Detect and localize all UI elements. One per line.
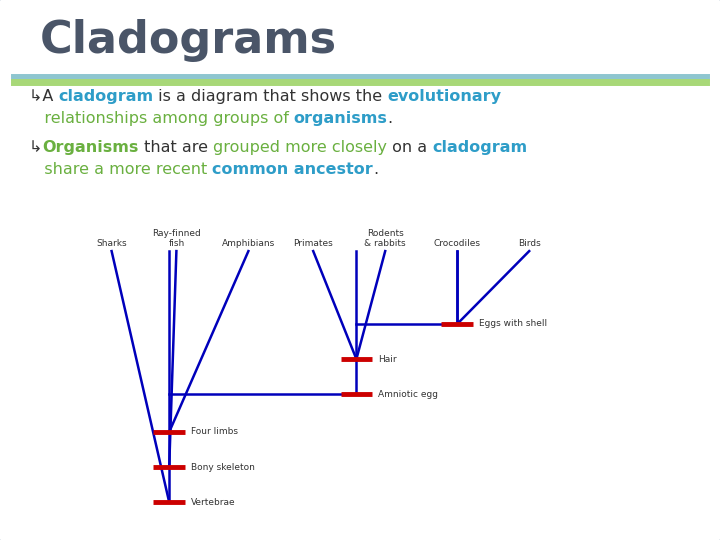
Text: is a diagram that shows the: is a diagram that shows the <box>153 89 387 104</box>
Text: .: . <box>387 111 393 126</box>
Text: cladogram: cladogram <box>432 140 527 156</box>
Text: Crocodiles: Crocodiles <box>433 239 481 248</box>
Text: cladogram: cladogram <box>58 89 153 104</box>
Text: ↳: ↳ <box>29 140 42 156</box>
Text: ↳A: ↳A <box>29 89 58 104</box>
Text: evolutionary: evolutionary <box>387 89 502 104</box>
Text: Primates: Primates <box>293 239 333 248</box>
Text: Cladograms: Cladograms <box>40 19 337 62</box>
Text: that are: that are <box>138 140 212 156</box>
Text: share a more recent: share a more recent <box>29 162 212 177</box>
Text: Four limbs: Four limbs <box>191 428 238 436</box>
Text: Ray-finned
fish: Ray-finned fish <box>152 229 201 248</box>
Text: on a: on a <box>387 140 432 156</box>
Text: Amniotic egg: Amniotic egg <box>378 390 438 399</box>
Text: Vertebrae: Vertebrae <box>191 498 235 507</box>
Text: Amphibians: Amphibians <box>222 239 275 248</box>
Text: Rodents
& rabbits: Rodents & rabbits <box>364 229 406 248</box>
Text: relationships among groups of: relationships among groups of <box>29 111 294 126</box>
Text: grouped more closely: grouped more closely <box>212 140 387 156</box>
Text: Bony skeleton: Bony skeleton <box>191 463 255 471</box>
Text: Eggs with shell: Eggs with shell <box>479 320 547 328</box>
Text: Birds: Birds <box>518 239 541 248</box>
Text: organisms: organisms <box>294 111 387 126</box>
FancyBboxPatch shape <box>7 5 713 84</box>
Text: .: . <box>373 162 378 177</box>
Text: Hair: Hair <box>378 355 397 363</box>
Text: Sharks: Sharks <box>96 239 127 248</box>
Text: common ancestor: common ancestor <box>212 162 373 177</box>
Text: Organisms: Organisms <box>42 140 138 156</box>
